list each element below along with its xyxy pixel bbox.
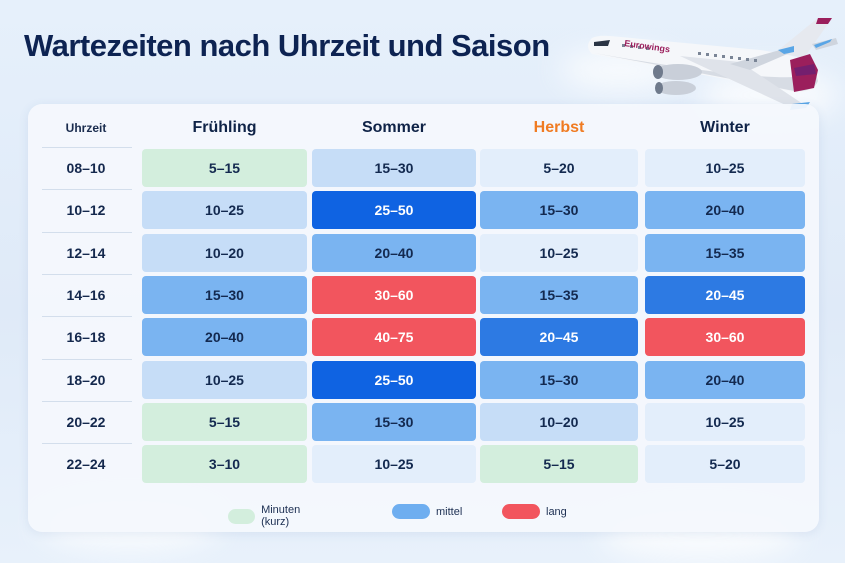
row-label: 18–20: [66, 371, 106, 388]
heatmap-cell: 5–15: [142, 402, 307, 441]
legend-label-short: Minuten (kurz): [261, 504, 301, 528]
waiting-time-table: Uhrzeit Frühling Sommer Herbst Winter 08–10…: [28, 104, 819, 532]
heatmap-cell: 5–15: [142, 149, 307, 187]
row-divider: [42, 273, 132, 275]
heatmap-cell: 20–40: [312, 233, 476, 272]
row-label: 08–10: [66, 160, 106, 176]
row-label: 16–18: [66, 329, 106, 346]
row-divider: [42, 400, 132, 402]
heatmap-cell: 10–25: [142, 360, 307, 399]
row-divider: [42, 231, 132, 233]
row-divider: [42, 147, 132, 148]
heatmap-cell: 10–20: [142, 233, 307, 272]
column-header-uhrzeit: Uhrzeit: [65, 121, 107, 135]
heatmap-cell: 15–30: [480, 191, 638, 230]
heatmap-cell: 3–10: [142, 445, 307, 484]
legend-swatch-long: [502, 504, 540, 519]
heatmap-cell: 30–60: [312, 275, 476, 314]
heatmap-cell: 10–25: [142, 191, 307, 230]
legend-item-medium: mittel: [392, 504, 462, 519]
heatmap-cell: 25–50: [312, 360, 476, 399]
row-label: 22–24: [66, 456, 106, 473]
page-title: Wartezeiten nach Uhrzeit und Saison: [24, 28, 550, 63]
heatmap-cell: 15–30: [480, 360, 638, 399]
heatmap-cell: 20–40: [645, 191, 805, 230]
heatmap-cell: 10–20: [480, 402, 638, 441]
row-divider: [42, 443, 132, 445]
airplane-image: Eurowings: [588, 18, 838, 110]
heatmap-cell: 40–75: [312, 318, 476, 357]
heatmap-cell: 10–25: [645, 149, 805, 187]
legend-label-long: lang: [546, 505, 567, 518]
column-header-sommer: Sommer: [361, 119, 427, 136]
column-header-winter: Winter: [700, 119, 750, 136]
row-label: 20–22: [66, 413, 106, 430]
row-divider: [42, 189, 132, 191]
row-label: 10–12: [66, 202, 106, 219]
heatmap-cell: 20–40: [645, 360, 805, 399]
legend-swatch-medium: [392, 504, 430, 519]
heatmap-cell: 10–25: [480, 233, 638, 272]
heatmap-cell: 15–35: [645, 233, 805, 272]
legend-label-medium: mittel: [436, 505, 463, 518]
heatmap-cell: 15–30: [312, 402, 476, 441]
heatmap-cell: 5–15: [480, 445, 638, 484]
heatmap-cell: 15–30: [312, 149, 476, 187]
heatmap-cell: 10–25: [645, 402, 805, 441]
row-label: 14–16: [66, 286, 106, 303]
heatmap-cell: 20–45: [480, 318, 638, 357]
heatmap-cell: 5–20: [480, 149, 638, 187]
column-header-frühling: Frühling: [192, 119, 257, 136]
heatmap-cell: 20–45: [645, 275, 805, 314]
heatmap-cell: 10–25: [312, 445, 476, 484]
legend-item-short: Minuten (kurz): [228, 504, 311, 528]
legend-swatch-short: [228, 508, 256, 524]
heatmap-cell: 30–60: [645, 318, 805, 357]
row-divider: [42, 358, 132, 360]
heatmap-cell: 15–35: [480, 275, 638, 314]
column-header-herbst: Herbst: [533, 119, 585, 136]
legend-item-long: lang: [502, 504, 567, 519]
heatmap-cell: 15–30: [142, 275, 307, 314]
heatmap-cell: 20–40: [142, 318, 307, 357]
row-label: 12–14: [66, 244, 106, 261]
heatmap-cell: 5–20: [645, 445, 805, 484]
heatmap-cell: 25–50: [312, 191, 476, 230]
row-divider: [42, 316, 132, 318]
